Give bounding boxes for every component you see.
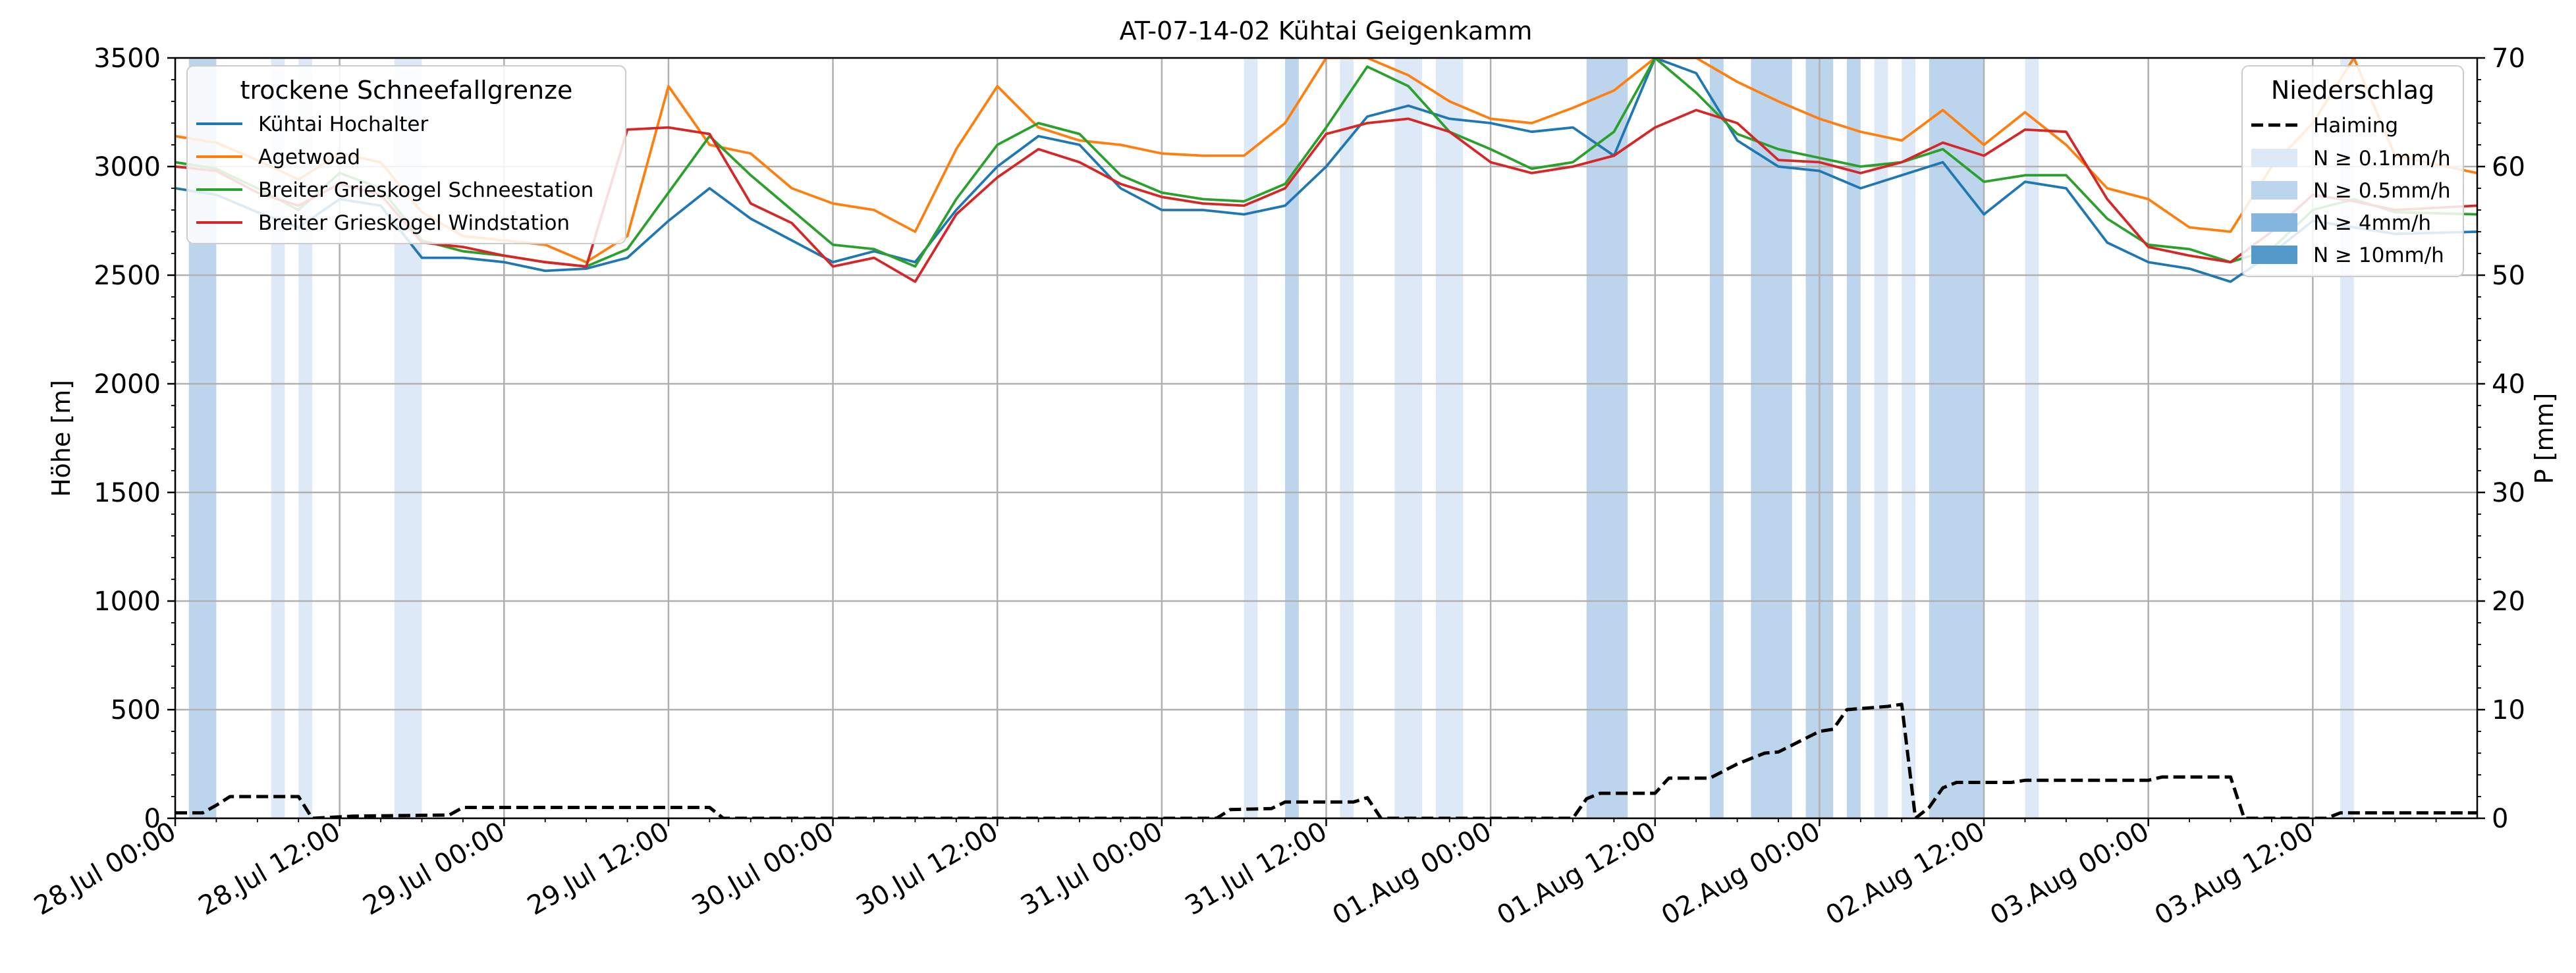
legend-snowfall-title: trockene Schneefallgrenze (240, 76, 573, 105)
y-axis-left-label: Höhe [m] (47, 380, 76, 497)
precip-band (1751, 58, 1792, 818)
y-axis-right-ticks: 0 10 20 30 40 50 60 70 (2477, 43, 2525, 834)
legend-entry-label: N ≥ 4mm/h (2313, 211, 2431, 235)
precip-band (1847, 58, 1861, 818)
legend-swatch (2251, 246, 2297, 264)
y-tick-label-left: 3500 (94, 43, 161, 74)
precip-band (1285, 58, 1299, 818)
legend-swatch (2251, 181, 2297, 199)
series-line (175, 109, 2477, 283)
legend-entry-label: N ≥ 0.5mm/h (2313, 179, 2451, 203)
y-tick-label-left: 3000 (94, 152, 161, 182)
series-line (175, 58, 2477, 264)
legend-swatch (2251, 213, 2297, 232)
precip-band (298, 58, 313, 818)
y-tick-label-left: 500 (111, 695, 161, 725)
y-tick-label-right: 30 (2492, 478, 2525, 508)
y-tick-label-left: 2500 (94, 261, 161, 291)
precip-band (271, 58, 285, 818)
y-tick-label-left: 0 (144, 804, 161, 834)
precip-band (1394, 58, 1423, 818)
y-tick-label-right: 0 (2492, 804, 2508, 834)
y-tick-label-right: 20 (2492, 587, 2525, 617)
series-line (175, 58, 2477, 283)
precip-band (1435, 58, 1464, 818)
y-tick-label-right: 50 (2492, 261, 2525, 291)
legend-precip: Niederschlag Haiming N ≥ 0.1mm/h N ≥ 0.5mm… (2241, 65, 2464, 277)
legend-entry-label: Breiter Grieskogel Schneestation (258, 178, 593, 202)
legend-swatch (2251, 149, 2297, 167)
series-line (175, 702, 2477, 818)
y-tick-label-left: 1000 (94, 587, 161, 617)
y-tick-label-right: 70 (2492, 43, 2525, 74)
y-tick-label-right: 40 (2492, 369, 2525, 400)
y-tick-label-right: 60 (2492, 152, 2525, 182)
y-tick-label-left: 2000 (94, 369, 161, 400)
precip-band (1902, 58, 1916, 818)
precip-band (1929, 58, 1985, 818)
precip-band (1710, 58, 1724, 818)
y-axis-left-ticks: 0 500 1000 1500 2000 2500 3000 3500 (94, 43, 175, 834)
precip-band (1244, 58, 1258, 818)
y-tick-label-left: 1500 (94, 478, 161, 508)
legend-snowfall: trockene Schneefallgrenze Kühtai Hochalt… (186, 65, 626, 244)
chart-title: AT-07-14-02 Kühtai Geigenkamm (1120, 16, 1533, 45)
legend-entry-label: Kühtai Hochalter (258, 113, 429, 136)
legend-entry-label: Haiming (2313, 114, 2398, 138)
y-tick-label-right: 10 (2492, 695, 2525, 725)
precip-band (2025, 58, 2039, 818)
precip-band (1874, 58, 1888, 818)
legend-entry-label: N ≥ 10mm/h (2313, 244, 2444, 267)
precip-band (1586, 58, 1628, 818)
legend-precip-title: Niederschlag (2271, 76, 2434, 105)
precip-band (1340, 58, 1354, 818)
y-axis-right-label: P [mm] (2530, 393, 2559, 485)
legend-entry-label: N ≥ 0.1mm/h (2313, 147, 2451, 171)
legend-entry-label: Agetwoad (258, 145, 360, 169)
legend-entry-label: Breiter Grieskogel Windstation (258, 211, 570, 235)
series-lines (175, 58, 2477, 818)
